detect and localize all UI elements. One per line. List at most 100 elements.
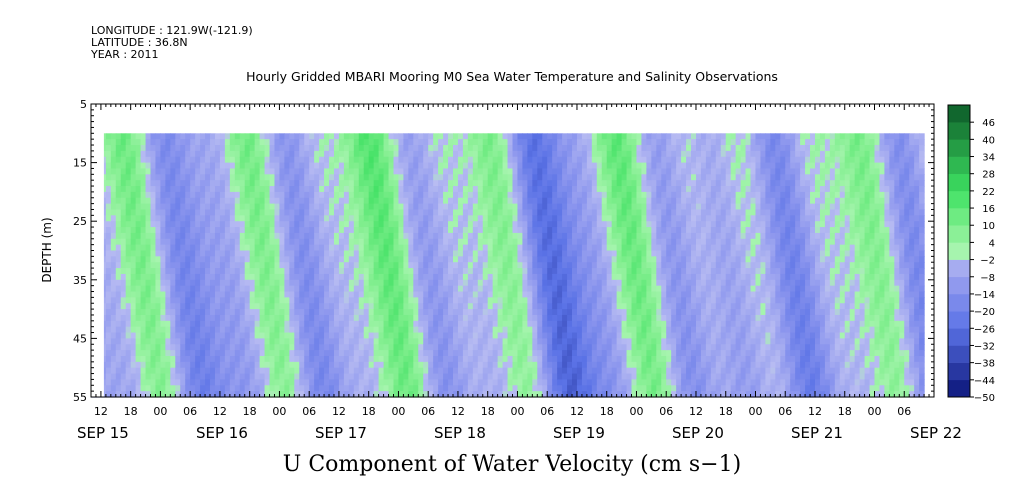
heatmap-cell <box>299 373 305 381</box>
heatmap-cell <box>428 145 434 152</box>
heatmap-cell <box>304 162 310 170</box>
heatmap-cell <box>309 379 315 386</box>
heatmap-cell <box>180 350 186 357</box>
heatmap-cell <box>224 232 231 240</box>
heatmap-cell <box>175 326 181 334</box>
heatmap-cell <box>348 367 355 375</box>
heatmap-cell <box>606 350 613 357</box>
heatmap-cell <box>205 215 211 222</box>
heatmap-cell <box>418 203 424 211</box>
heatmap-cell <box>413 191 419 199</box>
heatmap-cell <box>443 221 449 228</box>
heatmap-cell <box>373 197 380 205</box>
heatmap-cell <box>467 279 474 287</box>
heatmap-cell <box>616 227 623 234</box>
heatmap-cell <box>477 150 484 158</box>
heatmap-cell <box>254 180 261 187</box>
heatmap-cell <box>572 303 578 310</box>
heatmap-cell <box>269 268 276 275</box>
heatmap-cell <box>621 191 628 199</box>
heatmap-cell <box>557 156 563 164</box>
heatmap-cell <box>319 244 325 252</box>
heatmap-cell <box>324 273 330 281</box>
heatmap-cell <box>443 203 449 211</box>
heatmap-cell <box>512 291 519 298</box>
heatmap-cell <box>140 244 147 252</box>
heatmap-cell <box>329 285 335 293</box>
heatmap-cell <box>259 180 266 187</box>
heatmap-cell <box>120 350 127 357</box>
heatmap-cell <box>378 338 385 345</box>
heatmap-cell <box>229 303 236 310</box>
heatmap-cell <box>497 279 504 287</box>
heatmap-cell <box>567 303 573 310</box>
heatmap-cell <box>552 180 558 187</box>
heatmap-cell <box>185 250 191 257</box>
heatmap-cell <box>537 256 543 263</box>
heatmap-cell <box>175 379 181 386</box>
heatmap-cell <box>264 391 271 398</box>
heatmap-cell <box>423 361 429 369</box>
heatmap-cell <box>289 162 295 170</box>
heatmap-cell <box>200 191 206 199</box>
heatmap-cell <box>294 150 300 158</box>
heatmap-cell <box>591 180 598 187</box>
heatmap-cell <box>572 268 578 275</box>
heatmap-cell <box>393 361 400 369</box>
heatmap-cell <box>378 309 385 316</box>
heatmap-cell <box>616 268 623 275</box>
heatmap-cell <box>259 174 266 181</box>
heatmap-cell <box>537 168 543 175</box>
heatmap-cell <box>299 191 305 199</box>
heatmap-cell <box>214 227 221 234</box>
heatmap-cell <box>631 174 638 181</box>
heatmap-cell <box>210 227 216 234</box>
heatmap-cell <box>567 367 573 375</box>
heatmap-cell <box>626 344 633 351</box>
heatmap-cell <box>180 268 186 275</box>
heatmap-cell <box>606 332 613 339</box>
heatmap-cell <box>373 262 380 269</box>
heatmap-cell <box>636 285 643 293</box>
heatmap-cell <box>135 174 142 181</box>
heatmap-cell <box>105 186 112 193</box>
heatmap-cell <box>205 314 211 322</box>
heatmap-cell <box>383 314 390 322</box>
heatmap-cell <box>512 391 519 398</box>
heatmap-cell <box>403 350 409 357</box>
heatmap-cell <box>155 174 162 181</box>
heatmap-cell <box>239 268 246 275</box>
heatmap-cell <box>200 215 206 222</box>
heatmap-cell <box>606 279 613 287</box>
heatmap-cell <box>383 227 390 234</box>
heatmap-cell <box>165 344 171 351</box>
heatmap-cell <box>333 209 340 216</box>
heatmap-cell <box>497 344 504 351</box>
heatmap-cell <box>438 309 444 316</box>
heatmap-cell <box>462 385 469 392</box>
heatmap-cell <box>497 373 504 381</box>
heatmap-cell <box>343 350 350 357</box>
heatmap-cell <box>314 379 320 386</box>
heatmap-cell <box>542 209 548 216</box>
heatmap-cell <box>135 379 142 386</box>
heatmap-cell <box>601 156 608 164</box>
heatmap-cell <box>368 133 375 140</box>
heatmap-cell <box>195 262 201 269</box>
heatmap-cell <box>413 297 419 304</box>
heatmap-cell <box>443 273 449 281</box>
heatmap-cell <box>105 350 112 357</box>
heatmap-cell <box>403 291 409 298</box>
heatmap-cell <box>472 391 479 398</box>
heatmap-cell <box>438 180 444 187</box>
heatmap-cell <box>353 191 360 199</box>
heatmap-cell <box>110 186 117 193</box>
heatmap-cell <box>264 361 271 369</box>
heatmap-cell <box>552 262 558 269</box>
heatmap-cell <box>358 314 365 322</box>
heatmap-cell <box>467 162 474 170</box>
heatmap-cell <box>373 367 380 375</box>
heatmap-cell <box>289 209 295 216</box>
heatmap-cell <box>165 279 171 287</box>
heatmap-cell <box>140 385 147 392</box>
